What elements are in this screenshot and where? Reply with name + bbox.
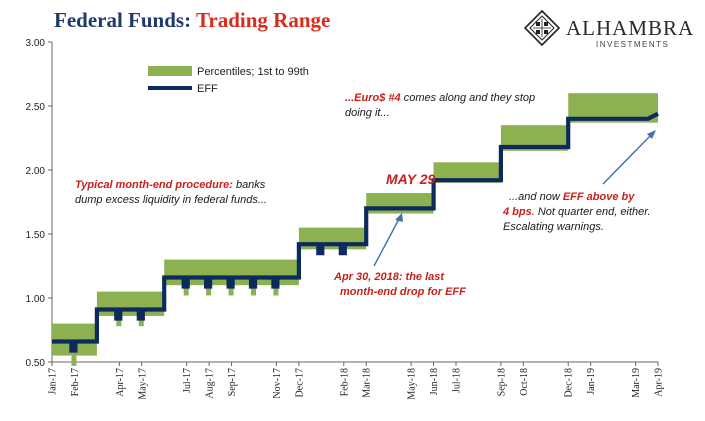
- annotation-typical-line2: dump excess liquidity in federal funds..…: [75, 194, 267, 206]
- x-tick-label: Feb-17: [70, 368, 81, 396]
- legend: Percentiles; 1st to 99th EFF: [148, 66, 309, 95]
- annotation-typical-rest: banks: [233, 179, 266, 191]
- annotation-eff-l1b: EFF above by: [563, 191, 635, 203]
- x-tick-label: Nov-17: [272, 368, 283, 399]
- annotation-may29: MAY 29: [386, 171, 435, 187]
- x-tick-label: Dec-18: [564, 368, 575, 397]
- arrow-apr30: [373, 218, 400, 267]
- y-axis: 0.50 1.00 1.50 2.00 2.50 3.00: [26, 38, 52, 369]
- svg-text:4 bps. Not quarter end, either: 4 bps. Not quarter end, either.: [502, 206, 651, 218]
- annotation-euro-red: ...Euro$ #4: [345, 92, 401, 104]
- eff-line: [52, 111, 659, 353]
- annotation-typical-red: Typical month-end procedure:: [75, 179, 233, 191]
- x-tick-label: Oct-18: [519, 368, 530, 396]
- x-tick-label: Dec-17: [294, 368, 305, 397]
- arrow-apr30-head: [395, 213, 403, 222]
- title-part-blue: Federal Funds:: [54, 8, 196, 32]
- annotation-eff-above: ...and now EFF above by 4 bps. Not quart…: [502, 191, 651, 233]
- x-tick-label: Sep-18: [496, 368, 507, 396]
- percentile-band-segment: [96, 291, 165, 316]
- annotation-apr30: Apr 30, 2018: the last month-end drop fo…: [333, 271, 466, 298]
- x-axis: Jan-17 Feb-17 Apr-17 May-17 Jul-17 Aug-17 Sep-…: [48, 362, 665, 400]
- diamond-logo-icon: [523, 9, 561, 47]
- annotation-apr30-line1: Apr 30, 2018: the last: [333, 271, 445, 283]
- x-tick-label: Sep-17: [227, 368, 238, 396]
- y-tick-label: 2.00: [26, 166, 46, 177]
- x-tick-label: Aug-17: [205, 368, 216, 399]
- y-tick-label: 0.50: [26, 358, 46, 369]
- x-tick-label: Jan-19: [586, 368, 597, 395]
- percentile-spike: [251, 285, 256, 296]
- percentile-spike: [71, 355, 77, 366]
- svg-text:Typical month-end procedure: b: Typical month-end procedure: banks: [75, 179, 266, 191]
- annotation-eff-l3: Escalating warnings.: [503, 221, 604, 233]
- x-tick-label: Jun-18: [429, 368, 440, 395]
- annotation-euro-rest: comes along and they stop: [401, 92, 536, 104]
- alhambra-logo: ALHAMBRA INVESTMENTS: [523, 9, 694, 49]
- title-part-red: Trading Range: [195, 8, 331, 32]
- percentile-spike: [228, 285, 234, 296]
- percentile-spike: [116, 315, 122, 327]
- arrow-eff: [602, 134, 652, 185]
- percentile-spike: [273, 285, 279, 296]
- y-tick-label: 1.50: [26, 230, 46, 241]
- x-tick-label: Jan-17: [48, 368, 59, 395]
- x-tick-label: May-17: [137, 368, 148, 400]
- x-tick-label: Mar-18: [362, 368, 373, 398]
- eff-series: [52, 111, 659, 353]
- percentile-spike: [183, 285, 189, 296]
- legend-band-swatch: [148, 66, 192, 76]
- percentile-band-segment: [433, 162, 501, 183]
- logo-subtitle: INVESTMENTS: [596, 40, 669, 49]
- legend-eff-label: EFF: [197, 83, 218, 95]
- x-tick-label: Apr-17: [115, 368, 126, 397]
- x-tick-label: Jul-17: [182, 368, 193, 393]
- svg-text:...and now EFF above by: ...and now EFF above by: [509, 191, 635, 203]
- annotation-typical: Typical month-end procedure: banks dump …: [75, 179, 267, 206]
- chart-title: Federal Funds: Trading Range: [54, 8, 330, 33]
- y-tick-label: 3.00: [26, 38, 46, 49]
- annotation-euro-line2: doing it...: [345, 107, 390, 119]
- y-tick-label: 2.50: [26, 102, 46, 113]
- arrow-eff-head: [647, 130, 656, 139]
- x-tick-label: Apr-19: [654, 368, 665, 397]
- x-tick-label: May-18: [407, 368, 418, 400]
- legend-band-label: Percentiles; 1st to 99th: [197, 66, 309, 78]
- annotation-eff-l2b: . Not quarter end, either.: [532, 206, 651, 218]
- x-tick-label: Jul-18: [452, 368, 463, 393]
- x-tick-label: Feb-18: [339, 368, 350, 396]
- y-tick-label: 1.00: [26, 294, 46, 305]
- annotation-apr30-line2: month-end drop for EFF: [340, 286, 466, 298]
- annotation-euro: ...Euro$ #4 comes along and they stop do…: [345, 92, 535, 119]
- annotation-eff-l1a: ...and now: [509, 191, 563, 203]
- percentile-spike: [138, 315, 144, 327]
- percentile-spike: [206, 285, 212, 296]
- x-tick-label: Mar-19: [631, 368, 642, 398]
- svg-text:...Euro$ #4 comes along and th: ...Euro$ #4 comes along and they stop: [345, 92, 535, 104]
- logo-name: ALHAMBRA: [566, 16, 694, 40]
- annotation-eff-l2a: 4 bps: [502, 206, 532, 218]
